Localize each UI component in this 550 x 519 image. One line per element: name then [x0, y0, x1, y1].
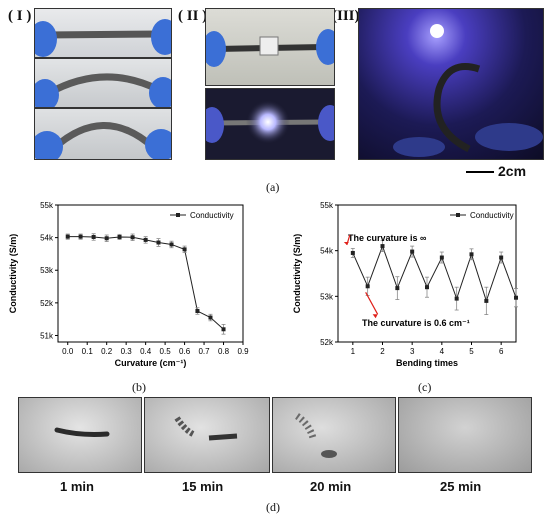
photo-dissolve-25min: [398, 397, 532, 473]
photo-dissolve-1min: [18, 397, 142, 473]
y-tick-label: 52k: [320, 338, 334, 347]
y-tick-label: 54k: [320, 247, 334, 256]
x-tick-label: 0.1: [82, 347, 94, 356]
data-point: [65, 234, 70, 239]
chart-b: 0.0 0.1 0.2 0.3 0.4 0.5 0.6 0.7 0.8 0.9 51k 52k 53k 5…: [8, 201, 249, 368]
data-point: [514, 295, 518, 300]
data-point: [410, 249, 415, 254]
data-point: [117, 234, 122, 239]
data-point: [208, 315, 213, 320]
time-label-2: 15 min: [182, 479, 224, 494]
y-tick-label: 51k: [40, 331, 54, 340]
legend-marker: [176, 213, 180, 217]
y-tick-label: 53k: [320, 292, 334, 301]
data-point: [169, 242, 174, 247]
x-tick-label: 0.9: [237, 347, 249, 356]
data-point: [182, 247, 187, 252]
data-point: [380, 244, 385, 249]
data-point: [499, 255, 504, 260]
y-axis-label: Conductivity (S/m): [8, 234, 18, 314]
x-tick-label: 4: [440, 347, 445, 356]
x-tick-label: 3: [410, 347, 415, 356]
time-label-1: 1 min: [60, 479, 94, 494]
data-point: [365, 284, 370, 289]
data-point: [454, 296, 459, 301]
data-point: [143, 237, 148, 242]
caption-a: (a): [266, 180, 280, 194]
annotation-arrowhead: [372, 314, 378, 319]
legend-label: Conductivity: [470, 211, 514, 220]
data-point: [195, 309, 200, 314]
data-point: [130, 235, 135, 240]
data-point: [350, 250, 355, 255]
annotation-curvature-infinity: The curvature is ∞: [348, 233, 427, 243]
x-tick-label: 0.2: [101, 347, 113, 356]
x-tick-label: 5: [469, 347, 474, 356]
data-point: [221, 327, 226, 332]
x-tick-label: 6: [499, 347, 504, 356]
data-point: [469, 252, 474, 257]
annotation-arrowhead: [343, 241, 349, 245]
caption-c: (c): [418, 380, 432, 394]
annotation-arrow: [365, 291, 379, 315]
plot-frame: [337, 204, 517, 343]
chart-c: 1 2 3 4 5 6 52k 53k 54k 55k Bending times Conductiv…: [292, 201, 518, 368]
panel-label-i: ( I ): [8, 8, 32, 24]
caption-d: (d): [266, 500, 280, 514]
time-label-4: 25 min: [440, 479, 482, 494]
photo-dissolve-15min: [144, 397, 270, 473]
x-tick-label: 0.3: [121, 347, 133, 356]
photo-dissolve-20min: [272, 397, 396, 473]
scale-bar-label: 2cm: [498, 163, 527, 179]
x-tick-label: 0.6: [179, 347, 191, 356]
legend-marker: [456, 213, 460, 217]
x-axis-label: Curvature (cm⁻¹): [115, 358, 187, 368]
annotation-curvature-0-6: The curvature is 0.6 cm⁻¹: [362, 318, 470, 328]
data-point: [104, 236, 109, 241]
y-tick-label: 53k: [40, 266, 54, 275]
data-point: [395, 286, 400, 291]
scale-bar-line: [466, 171, 494, 173]
y-axis-label: Conductivity (S/m): [292, 234, 302, 314]
y-tick-label: 55k: [320, 201, 334, 210]
time-label-3: 20 min: [310, 479, 352, 494]
x-tick-label: 1: [351, 347, 356, 356]
series-line: [352, 244, 517, 303]
x-tick-label: 2: [380, 347, 385, 356]
data-point: [156, 240, 161, 245]
y-tick-label: 52k: [40, 299, 54, 308]
y-tick-label: 54k: [40, 234, 54, 243]
photo-bent-strip-2: [34, 108, 172, 160]
x-axis-label: Bending times: [396, 358, 458, 368]
photo-led-bent-glow: [358, 8, 544, 160]
plot-frame: [57, 204, 244, 343]
photo-led-off: [205, 8, 335, 86]
data-point: [439, 255, 444, 260]
legend-label: Conductivity: [190, 211, 234, 220]
panel-label-iii: (III): [332, 8, 360, 24]
photo-led-on: [205, 88, 335, 160]
x-tick-label: 0.5: [160, 347, 172, 356]
x-tick-label: 0.8: [218, 347, 230, 356]
panel-label-ii: ( II ): [178, 8, 208, 24]
caption-b: (b): [132, 380, 146, 394]
data-point: [78, 234, 83, 239]
photo-bent-strip-1: [34, 58, 172, 108]
x-tick-label: 0.7: [198, 347, 210, 356]
x-tick-label: 0.4: [140, 347, 152, 356]
y-tick-label: 55k: [40, 201, 54, 210]
x-tick-label: 0.0: [62, 347, 74, 356]
data-point: [91, 234, 96, 239]
photo-flat-strip: [34, 8, 172, 58]
data-point: [484, 298, 489, 303]
series-line: [67, 236, 224, 330]
data-point: [425, 285, 429, 290]
